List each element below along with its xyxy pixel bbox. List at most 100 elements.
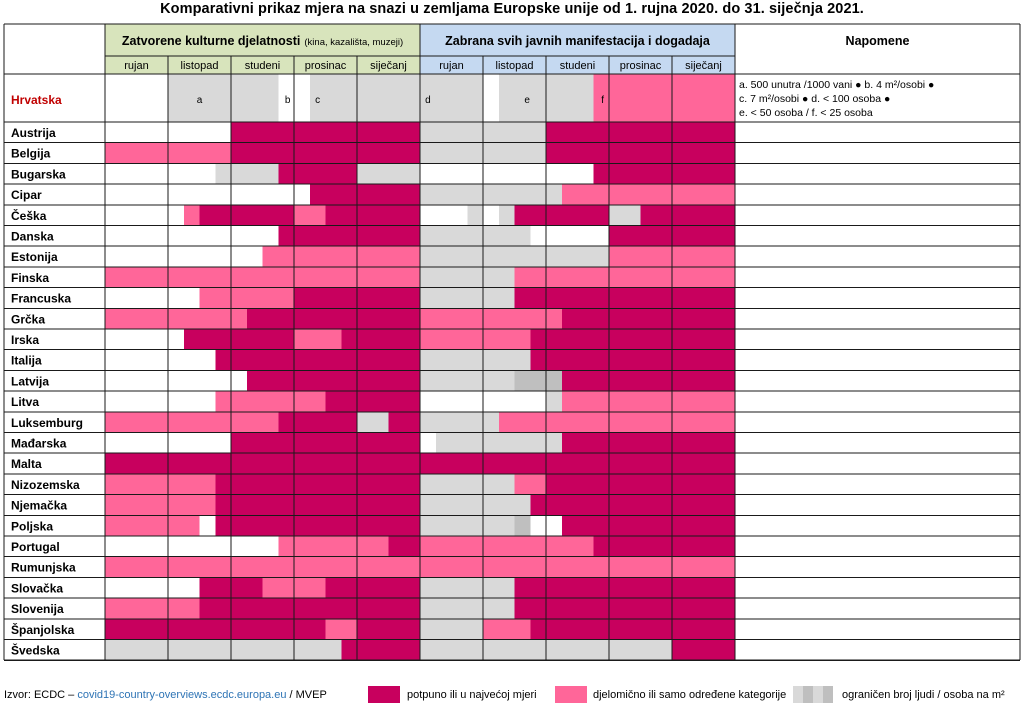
cell-events-Danska-studeni-1 (546, 225, 563, 247)
cell-culture-Finska-listopad-1 (168, 266, 185, 288)
cell-culture-Bugarska-prosinac-3 (325, 163, 342, 185)
cell-culture-Finska-siječanj-3 (388, 266, 405, 288)
cell-events-Slovenija-rujan-2 (435, 598, 452, 619)
source-suffix: / MVEP (286, 689, 327, 701)
cell-culture-Poljska-siječanj-1 (357, 515, 374, 536)
cell-events-Mađarska-listopad-3 (514, 432, 531, 454)
cell-events-Finska-studeni-2 (561, 266, 578, 288)
cell-events-Slovenija-prosinac-1 (609, 598, 626, 619)
cell-events-Finska-studeni-1 (546, 266, 563, 288)
cell-events-Poljska-studeni-3 (577, 515, 594, 536)
cell-events-Portugal-listopad-1 (483, 536, 500, 557)
cell-events-Belgija-siječanj-1 (672, 142, 689, 164)
cell-events-Belgija-rujan-1 (420, 142, 437, 164)
cell-events-Mađarska-studeni-2 (561, 432, 578, 454)
cell-events-Švedska-listopad-2 (498, 639, 515, 661)
source-prefix: Izvor: ECDC – (4, 689, 78, 701)
cell-events-Cipar-studeni-1 (546, 184, 563, 205)
cell-culture-Španjolska-rujan-3 (136, 618, 153, 640)
cell-culture-Nizozemska-listopad-3 (199, 473, 216, 495)
cell-culture-Nizozemska-rujan-1 (105, 473, 122, 495)
cell-events-Poljska-listopad-1 (483, 515, 500, 536)
cell-events-Luksemburg-rujan-1 (420, 411, 437, 433)
hrvatska-mark-d: d (425, 95, 431, 106)
cell-events-Slovenija-listopad-4 (530, 598, 547, 619)
cell-culture-Irska-prosinac-3 (325, 329, 342, 350)
cell-events-Španjolska-rujan-3 (451, 618, 468, 640)
source-link[interactable]: covid19-country-overviews.ecdc.europa.eu (77, 689, 287, 701)
cell-events-Bugarska-siječanj-4 (719, 163, 736, 185)
row-label-Irska: Irska (11, 333, 39, 347)
cell-culture-Češka-siječanj-3 (388, 204, 405, 226)
cell-culture-Mađarska-prosinac-3 (325, 432, 342, 454)
cell-culture-Portugal-siječanj-2 (372, 536, 389, 557)
cell-events-Finska-prosinac-1 (609, 266, 626, 288)
cell-culture-Francuska-listopad-1 (168, 287, 185, 309)
cell-events-Slovačka-prosinac-1 (609, 577, 626, 599)
cell-events-Luksemburg-siječanj-1 (672, 411, 689, 433)
cell-culture-Švedska-rujan-3 (136, 639, 153, 661)
culture-month-prosinac: prosinac (305, 60, 347, 72)
cell-culture-Italija-studeni-4 (278, 349, 295, 371)
cell-events-Rumunjska-studeni-4 (593, 556, 610, 578)
cell-culture-Nizozemska-siječanj-4 (404, 473, 421, 495)
cell-culture-Austrija-rujan-1 (105, 122, 122, 143)
cell-events-Slovačka-listopad-1 (483, 577, 500, 599)
cell-culture-Italija-listopad-1 (168, 349, 185, 371)
cell-events-Cipar-prosinac-4 (656, 184, 673, 205)
cell-events-Slovenija-siječanj-4 (719, 598, 736, 619)
cell-events-Francuska-prosinac-2 (624, 287, 641, 309)
cell-events-Litva-rujan-1 (420, 391, 437, 412)
cell-events-Nizozemska-siječanj-2 (687, 473, 704, 495)
cell-events-Irska-prosinac-3 (640, 329, 657, 350)
cell-culture-Nizozemska-studeni-1 (231, 473, 248, 495)
cell-events-Slovenija-rujan-1 (420, 598, 437, 619)
cell-events-Nizozemska-studeni-2 (561, 473, 578, 495)
cell-culture-Slovenija-rujan-3 (136, 598, 153, 619)
cell-events-Luksemburg-listopad-3 (514, 411, 531, 433)
cell-events-Litva-listopad-3 (514, 391, 531, 412)
row-label-Slovačka: Slovačka (11, 581, 63, 595)
cell-events-Grčka-studeni-2 (561, 308, 578, 329)
cell-culture-Slovačka-studeni-2 (246, 577, 263, 599)
cell-events-Španjolska-prosinac-2 (624, 618, 641, 640)
cell-events-Njemačka-rujan-4 (467, 494, 484, 516)
cell-events-Grčka-prosinac-3 (640, 308, 657, 329)
cell-events-Poljska-rujan-4 (467, 515, 484, 536)
row-label-Finska: Finska (11, 271, 49, 285)
cell-culture-Portugal-siječanj-4 (404, 536, 421, 557)
cell-events-Rumunjska-studeni-1 (546, 556, 563, 578)
cell-events-Grčka-prosinac-1 (609, 308, 626, 329)
cell-culture-Malta-prosinac-1 (294, 453, 311, 474)
cell-events-Bugarska-listopad-4 (530, 163, 547, 185)
row-label-Malta: Malta (11, 457, 42, 471)
cell-culture-Irska-prosinac-4 (341, 329, 358, 350)
cell-events-Slovenija-siječanj-3 (703, 598, 720, 619)
cell-culture-Njemačka-siječanj-3 (388, 494, 405, 516)
cell-events-Mađarska-rujan-3 (451, 432, 468, 454)
cell-events-Mađarska-siječanj-3 (703, 432, 720, 454)
cell-events-Španjolska-rujan-1 (420, 618, 437, 640)
cell-culture-Grčka-listopad-3 (199, 308, 216, 329)
cell-events-Luksemburg-siječanj-2 (687, 411, 704, 433)
cell-events-Danska-prosinac-3 (640, 225, 657, 247)
cell-events-Mađarska-rujan-2 (435, 432, 452, 454)
cell-events-Nizozemska-rujan-3 (451, 473, 468, 495)
cell-events-Hrvatska-listopad-2 (498, 74, 515, 122)
cell-culture-Austrija-listopad-3 (199, 122, 216, 143)
cell-events-Nizozemska-rujan-2 (435, 473, 452, 495)
cell-culture-Luksemburg-studeni-2 (246, 411, 263, 433)
cell-culture-Danska-prosinac-2 (309, 225, 326, 247)
cell-events-Cipar-studeni-4 (593, 184, 610, 205)
cell-culture-Poljska-prosinac-2 (309, 515, 326, 536)
cell-culture-Švedska-prosinac-3 (325, 639, 342, 661)
cell-culture-Francuska-rujan-2 (120, 287, 137, 309)
cell-events-Estonija-siječanj-3 (703, 246, 720, 267)
cell-events-Rumunjska-listopad-2 (498, 556, 515, 578)
cell-culture-Francuska-studeni-3 (262, 287, 279, 309)
cell-events-Slovenija-studeni-3 (577, 598, 594, 619)
cell-culture-Rumunjska-listopad-1 (168, 556, 185, 578)
cell-culture-Latvija-rujan-3 (136, 370, 153, 392)
notes-header: Napomene (846, 34, 910, 48)
cell-events-Irska-rujan-1 (420, 329, 437, 350)
